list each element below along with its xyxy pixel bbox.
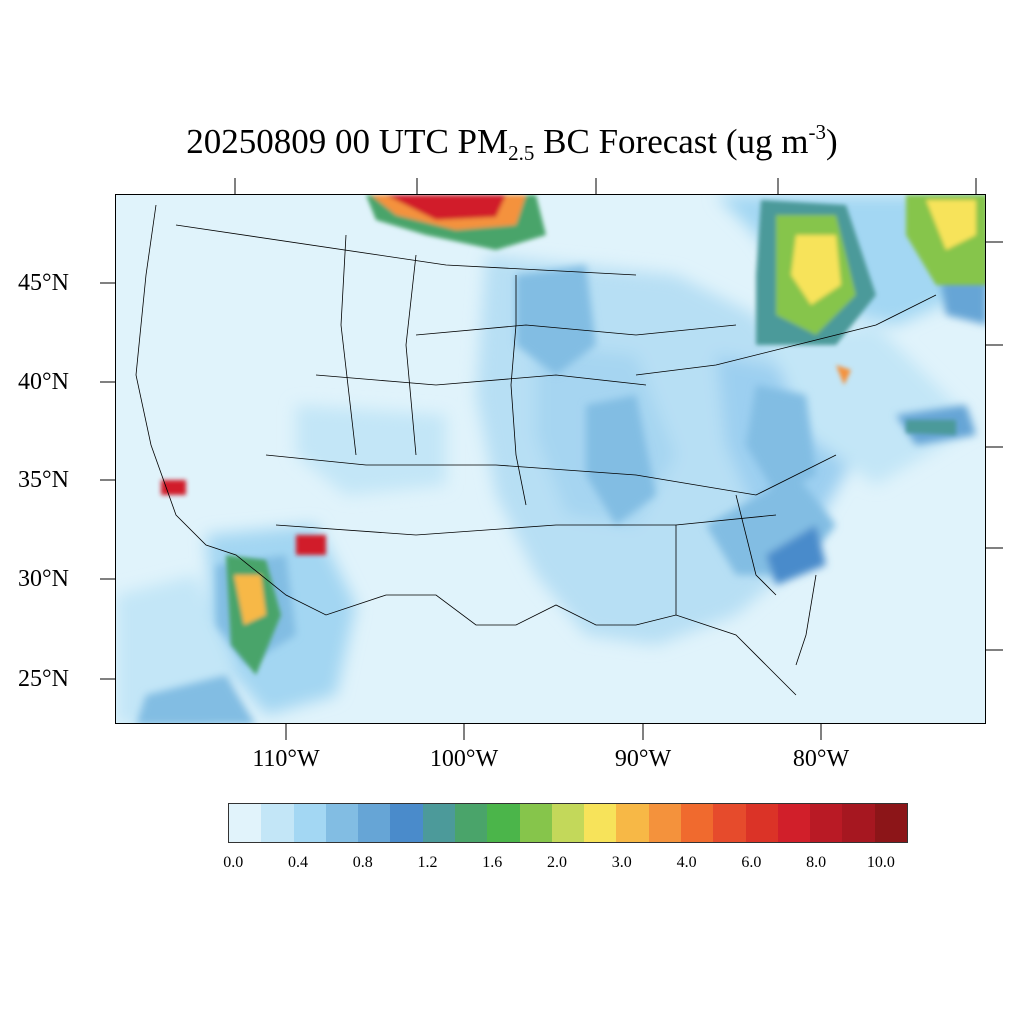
colorbar-swatch — [713, 804, 746, 842]
colorbar-swatch — [551, 804, 585, 842]
colorbar-tick-label: 0.8 — [352, 854, 373, 871]
lon-label-100w: 100°W — [429, 746, 499, 772]
lon-label-80w: 80°W — [792, 746, 850, 772]
colorbar-swatch — [293, 804, 326, 842]
colorbar-swatch — [777, 804, 811, 842]
colorbar-swatch — [358, 804, 391, 842]
colorbar — [228, 803, 908, 843]
colorbar-swatch — [842, 804, 875, 842]
lat-label-25n: 25°N — [18, 666, 69, 692]
colorbar-tick-label: 8.0 — [806, 854, 827, 871]
colorbar-swatch — [874, 804, 907, 842]
colorbar-swatch — [454, 804, 488, 842]
colorbar-swatch — [810, 804, 843, 842]
colorbar-tick-label: 2.0 — [547, 854, 568, 871]
colorbar-swatch — [680, 804, 714, 842]
colorbar-swatch — [519, 804, 552, 842]
colorbar-tick-label: 3.0 — [611, 854, 632, 871]
colorbar-swatch — [390, 804, 423, 842]
colorbar-swatch — [325, 804, 359, 842]
lon-label-110w: 110°W — [252, 746, 320, 772]
colorbar-tick-label: 0.4 — [288, 854, 308, 871]
page-title: 20250809 00 UTC PM2.5 BC Forecast (ug m-… — [186, 120, 838, 165]
colorbar-swatch — [648, 804, 681, 842]
colorbar-swatch — [487, 804, 520, 842]
colorbar-swatch — [584, 804, 617, 842]
lat-label-35n: 35°N — [18, 467, 69, 493]
colorbar-swatch — [422, 804, 455, 842]
colorbar-tick-label: 6.0 — [741, 854, 762, 871]
colorbar-swatch — [616, 804, 649, 842]
lat-label-45n: 45°N — [18, 270, 69, 296]
lat-label-40n: 40°N — [18, 369, 69, 395]
lon-label-90w: 90°W — [614, 746, 672, 772]
colorbar-tick-label: 4.0 — [676, 854, 697, 871]
colorbar-swatch — [745, 804, 778, 842]
pm25-field-high — [161, 195, 985, 675]
colorbar-tick-label: 0.0 — [223, 854, 244, 871]
colorbar-tick-label: 10.0 — [866, 854, 895, 871]
colorbar-swatch — [229, 804, 262, 842]
boundaries — [135, 204, 937, 696]
forecast-map — [116, 195, 985, 723]
colorbar-tick-label: 1.6 — [482, 854, 503, 871]
colorbar-tick-label: 1.2 — [417, 854, 438, 871]
colorbar-swatch — [261, 804, 294, 842]
lat-label-30n: 30°N — [18, 566, 69, 592]
map-frame — [115, 194, 986, 724]
